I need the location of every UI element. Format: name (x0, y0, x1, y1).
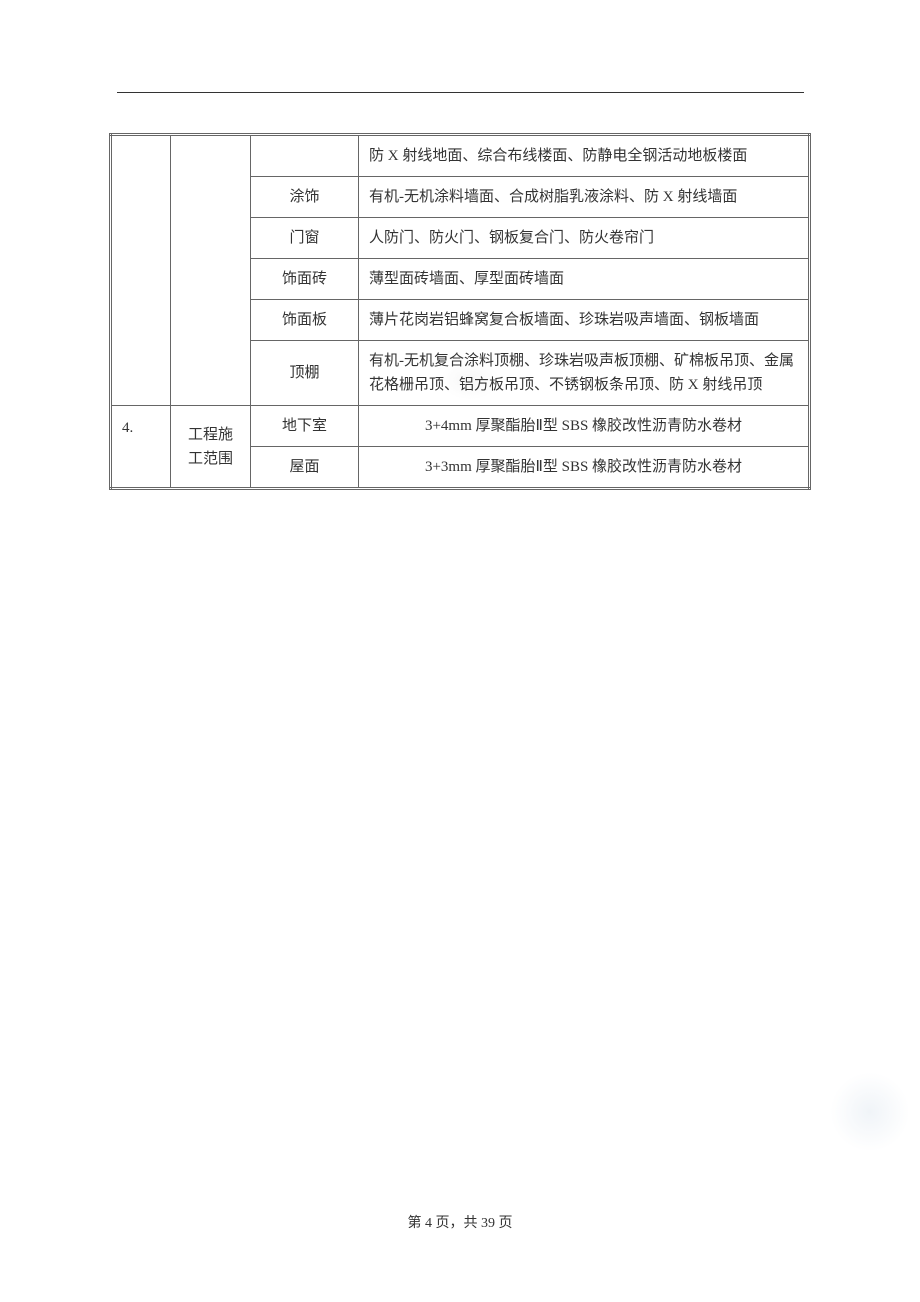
cell-description: 人防门、防火门、钢板复合门、防火卷帘门 (359, 218, 810, 259)
cell-category: 工程施工范围 (171, 406, 251, 489)
main-table-container: 防 X 射线地面、综合布线楼面、防静电全钢活动地板楼面 涂饰 有机-无机涂料墙面… (109, 133, 811, 490)
header-divider (117, 92, 804, 93)
cell-type: 饰面板 (251, 300, 359, 341)
table-row: 防 X 射线地面、综合布线楼面、防静电全钢活动地板楼面 (111, 135, 810, 177)
cell-number (111, 135, 171, 406)
cell-description: 3+4mm 厚聚酯胎Ⅱ型 SBS 橡胶改性沥青防水卷材 (359, 406, 810, 447)
cell-type: 饰面砖 (251, 259, 359, 300)
cell-category (171, 135, 251, 406)
cell-type: 门窗 (251, 218, 359, 259)
cell-type (251, 135, 359, 177)
cell-description: 3+3mm 厚聚酯胎Ⅱ型 SBS 橡胶改性沥青防水卷材 (359, 447, 810, 489)
cell-type: 地下室 (251, 406, 359, 447)
cell-description: 薄型面砖墙面、厚型面砖墙面 (359, 259, 810, 300)
cell-description: 有机-无机复合涂料顶棚、珍珠岩吸声板顶棚、矿棉板吊顶、金属花格栅吊顶、铝方板吊顶… (359, 341, 810, 406)
page-footer: 第 4 页，共 39 页 (0, 1212, 920, 1232)
page-number: 第 4 页，共 39 页 (408, 1216, 513, 1231)
cell-type: 屋面 (251, 447, 359, 489)
content-table: 防 X 射线地面、综合布线楼面、防静电全钢活动地板楼面 涂饰 有机-无机涂料墙面… (109, 133, 811, 490)
cell-description: 有机-无机涂料墙面、合成树脂乳液涂料、防 X 射线墙面 (359, 177, 810, 218)
cell-description: 薄片花岗岩铝蜂窝复合板墙面、珍珠岩吸声墙面、钢板墙面 (359, 300, 810, 341)
watermark (830, 1072, 910, 1152)
cell-type: 顶棚 (251, 341, 359, 406)
table-row: 4. 工程施工范围 地下室 3+4mm 厚聚酯胎Ⅱ型 SBS 橡胶改性沥青防水卷… (111, 406, 810, 447)
cell-number: 4. (111, 406, 171, 489)
cell-type: 涂饰 (251, 177, 359, 218)
cell-description: 防 X 射线地面、综合布线楼面、防静电全钢活动地板楼面 (359, 135, 810, 177)
